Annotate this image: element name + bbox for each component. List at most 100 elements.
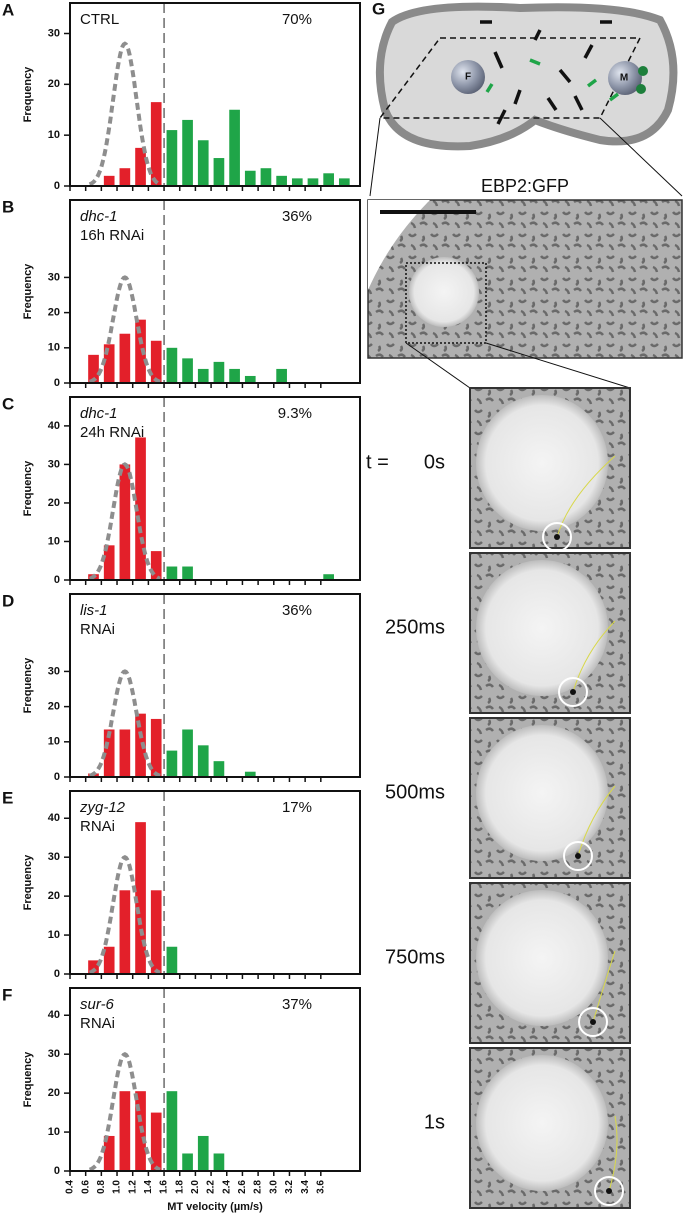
bar [119,464,131,580]
x-tick-label: 3.0 [268,1180,279,1194]
y-tick-label: 20 [48,1087,60,1099]
bar [88,354,99,383]
panel-letter: F [2,985,12,1004]
panel-letter: B [2,197,14,216]
track [572,620,616,693]
y-tick-label: 0 [54,968,60,980]
tip-marker [578,1007,608,1037]
condition-label: CTRL [80,11,119,28]
tip [554,534,560,540]
condition-label: RNAi [80,818,115,835]
x-tick-label: 1.2 [127,1180,138,1194]
marker-label: EBP2:GFP [481,176,569,196]
track [608,1115,618,1192]
bar [197,745,209,777]
x-tick-label: 1.8 [174,1180,185,1194]
tip [606,1188,612,1194]
y-tick-label: 30 [48,27,60,39]
track [556,455,616,538]
y-tick-label: 30 [48,851,60,863]
time-label: 0s [424,451,445,473]
y-axis-label: Frequency [22,263,34,320]
nucleus-label: F [465,72,471,83]
y-tick-label: 20 [48,890,60,902]
bar [244,170,256,186]
percent-label: 36% [282,602,312,619]
y-tick-label: 30 [48,665,60,677]
percent-label: 36% [282,208,312,225]
fit-curve [88,669,161,778]
y-tick-label: 0 [54,180,60,192]
y-tick-label: 30 [48,1048,60,1060]
plot-frame [69,396,361,581]
percent-label: 70% [282,11,312,28]
y-axis-label: Frequency [22,1051,34,1108]
y-tick-label: 20 [48,701,60,713]
x-tick-label: 1.4 [143,1180,154,1194]
plot-frame [69,199,361,384]
bar [276,368,287,383]
bar [166,566,178,580]
bar [103,729,115,777]
y-tick-label: 20 [48,307,60,319]
percent-label: 17% [282,799,312,816]
bar [323,574,334,580]
y-tick-label: 0 [54,377,60,389]
y-tick-label: 10 [48,129,60,141]
bar [135,437,146,580]
bar [244,771,256,777]
panel-letter: E [2,788,13,807]
bar [197,368,209,383]
bar [213,158,225,186]
bar [166,946,178,974]
bar [166,750,178,777]
y-tick-label: 30 [48,458,60,470]
bar [150,1112,162,1171]
nucleus [476,890,608,1026]
bar [103,545,115,580]
bar [88,960,99,974]
y-tick-label: 20 [48,497,60,509]
tip-marker [563,841,593,871]
bar [103,344,115,383]
time-prefix: t = [366,451,389,473]
y-tick-label: 20 [48,78,60,90]
nucleus [476,560,608,696]
x-tick-label: 0.6 [80,1180,91,1194]
bar [135,147,146,186]
x-tick-label: 3.2 [284,1180,295,1194]
bar [182,119,193,186]
gene-label: dhc-1 [80,405,118,422]
bar [260,168,272,186]
tip [590,1019,596,1025]
bar [166,347,178,383]
x-tick-label: 3.4 [300,1180,311,1194]
fit-curve [88,1051,161,1172]
tip-marker [594,1176,624,1206]
plot-frame [69,987,361,1172]
y-tick-label: 30 [48,271,60,283]
x-tick-label: 0.4 [65,1180,76,1194]
bar [229,368,240,383]
bar [182,729,193,777]
y-tick-label: 40 [48,420,60,432]
bar [182,566,193,580]
track [577,785,616,857]
bar [135,822,146,974]
tip-marker [558,677,588,707]
gene-label: zyg-12 [79,799,126,816]
nucleus [476,395,608,531]
plot-frame [69,2,361,187]
bar [103,946,115,974]
tip [575,853,581,859]
y-tick-label: 0 [54,574,60,586]
y-axis-label: Frequency [22,657,34,714]
time-label: 1s [424,1111,445,1133]
x-tick-label: 3.6 [315,1180,326,1194]
bar [182,358,193,383]
bar [323,173,334,186]
bar [166,1091,178,1171]
bar [197,1135,209,1171]
panel-letter: C [2,394,14,413]
